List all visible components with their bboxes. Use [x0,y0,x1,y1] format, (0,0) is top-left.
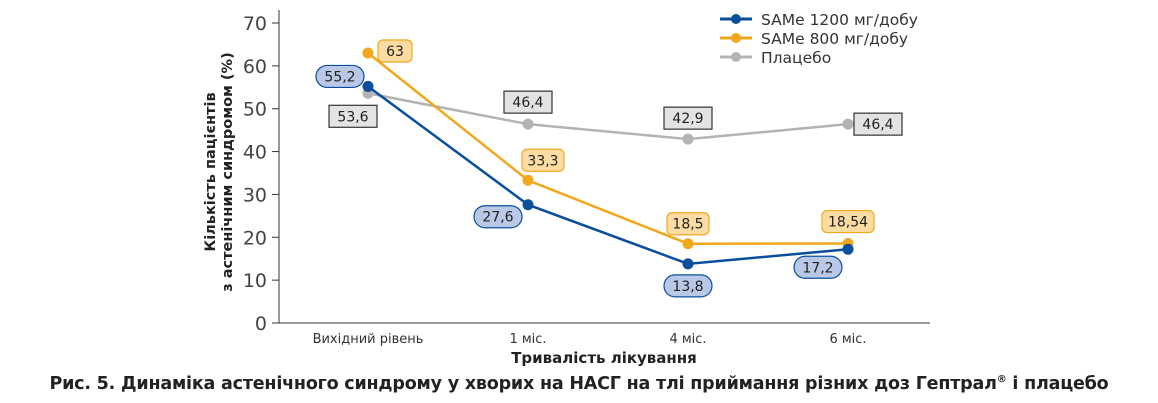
series-line-0 [368,86,848,263]
y-tick-label: 40 [243,142,267,164]
y-tick-label: 30 [243,184,267,206]
x-tick-label: Вихідний рівень [313,332,424,347]
data-point [523,119,534,130]
data-point [523,199,534,210]
y-axis-title: з астенічним синдромом (%) [220,52,236,291]
data-label: 53,6 [337,109,368,125]
data-point [683,134,694,145]
data-label: 17,2 [802,260,833,276]
data-label: 55,2 [324,69,355,85]
y-axis-title: Кількість пацієнтів [203,92,219,251]
data-label: 18,54 [828,215,868,231]
data-label: 42,9 [672,111,703,127]
data-point [363,48,374,59]
x-axis-title: Тривалість лікування [511,349,697,367]
y-tick-label: 60 [243,56,267,78]
data-label: 33,3 [527,153,558,169]
x-tick-label: 6 міс. [829,332,866,347]
series-line-2 [368,93,848,139]
y-tick-label: 20 [243,227,267,249]
data-point [683,258,694,269]
data-label: 18,5 [672,217,703,233]
y-tick-label: 10 [243,270,267,292]
x-tick-label: 4 міс. [669,332,706,347]
legend-label: Плацебо [761,49,831,67]
data-point [523,175,534,186]
data-point [683,238,694,249]
legend-marker [731,33,741,43]
data-label: 27,6 [482,210,513,226]
y-tick-label: 0 [255,313,267,335]
data-label: 63 [386,44,404,60]
caption-tail: і плацебо [1007,374,1109,394]
figure-caption: Рис. 5. Динаміка астенічного синдрому у … [0,374,1158,394]
legend-marker [731,52,741,62]
data-label: 13,8 [672,279,703,295]
x-tick-label: 1 міс. [509,332,546,347]
data-point [843,244,854,255]
series-line-1 [368,53,848,244]
legend-label: SAMe 1200 мг/добу [761,11,918,29]
y-tick-label: 50 [243,99,267,121]
data-point [843,119,854,130]
y-tick-label: 70 [243,13,267,35]
caption-text: Рис. 5. Динаміка астенічного синдрому у … [49,374,996,394]
data-point [363,81,374,92]
data-label: 46,4 [862,117,893,133]
data-label: 46,4 [512,95,543,111]
line-chart: 0 10 20 30 40 50 60 70 Вихідний рівень 1 міс. 4 мі… [0,0,1158,370]
caption-sup: ® [997,374,1007,385]
legend-label: SAMe 800 мг/добу [761,30,908,48]
legend-marker [731,14,741,24]
